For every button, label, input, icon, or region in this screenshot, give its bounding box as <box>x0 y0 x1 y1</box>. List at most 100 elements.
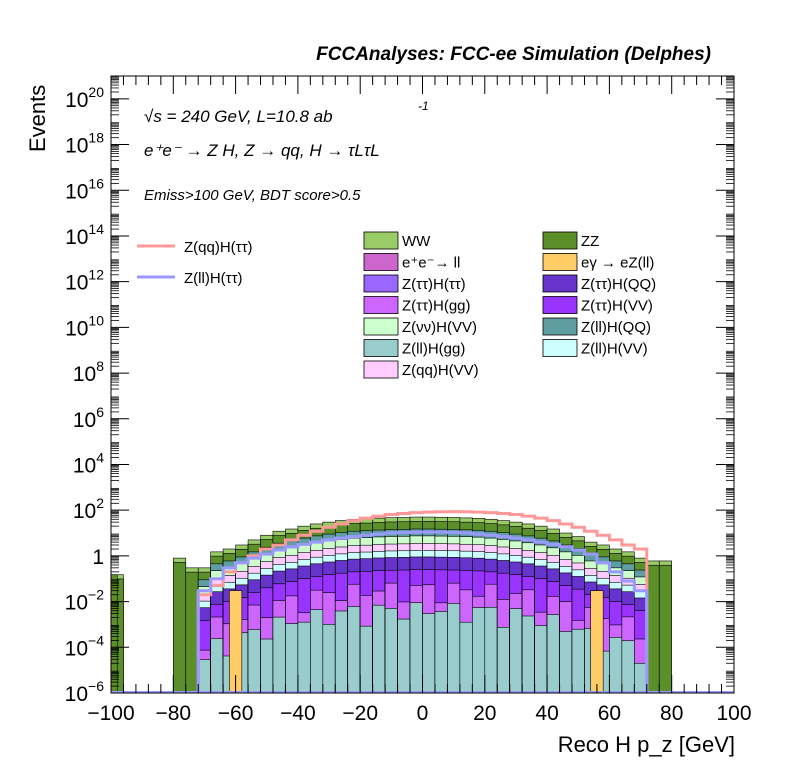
legend-bkg-swatch <box>542 231 578 250</box>
signal-zll-htautau-line <box>196 530 649 693</box>
legend-bkg-swatch <box>363 274 399 293</box>
legend-bkg-swatch <box>363 317 399 336</box>
stack-bar <box>496 626 511 694</box>
x-tick-label: 0 <box>417 702 429 725</box>
legend-bkg-label: Z(ll)H(gg) <box>402 341 465 358</box>
stack-bar <box>247 629 261 694</box>
stack-bar <box>409 602 423 694</box>
stack-bar <box>609 637 623 694</box>
legend-signal-label: Z(ll)H(ττ) <box>184 270 243 287</box>
stack-bar <box>334 610 349 694</box>
stack-bar <box>447 603 461 694</box>
legend-bkg-label: e⁺e⁻→ ll <box>402 255 460 272</box>
stack-bar <box>509 608 523 694</box>
stack-bar <box>546 614 560 694</box>
y-tick-label: 1012 <box>65 267 104 295</box>
stack-bar <box>322 624 336 694</box>
stack-bar <box>372 604 386 694</box>
x-tick-label: −20 <box>342 702 378 725</box>
legend: Z(qq)H(ττ) Z(ll)H(ττ) WW ZZ e⁺e⁻→ ll eγ → eZ(… <box>137 231 656 379</box>
x-tick-label: 80 <box>660 702 683 725</box>
legend-signal-label: Z(qq)H(ττ) <box>184 239 253 256</box>
stack-bar <box>521 615 535 694</box>
x-tick-label: 20 <box>473 702 496 725</box>
stack-bar <box>285 623 299 694</box>
y-tick-label: 104 <box>73 449 104 477</box>
legend-bkg-label: Z(qq)H(VV) <box>402 362 479 379</box>
legend-bkg-label: Z(ττ)H(QQ) <box>581 276 656 293</box>
stack-bar <box>571 628 585 694</box>
y-tick-label: 10−6 <box>65 678 105 706</box>
legend-bkg-swatch <box>363 339 399 357</box>
stack-bar <box>384 608 398 694</box>
annotation-process: e⁺e⁻ → Z H, Z → qq, H → τLτL <box>144 141 380 160</box>
stack-bar <box>272 616 286 694</box>
annotation-cuts: Emiss>100 GeV, BDT score>0.5 <box>144 187 361 204</box>
stack-bar <box>559 631 573 694</box>
x-tick-label: 100 <box>716 702 751 725</box>
legend-bkg-swatch <box>363 360 399 379</box>
stack-bar <box>422 613 436 694</box>
signal-zqq-htautau-line <box>196 510 649 693</box>
x-tick-label: 60 <box>598 702 621 725</box>
y-tick-label: 1 <box>92 546 104 569</box>
x-axis-title: Reco H p_z [GeV] <box>558 732 735 757</box>
stack-bar <box>297 621 311 694</box>
stack-bar <box>634 662 648 694</box>
x-tick-label: −40 <box>280 702 316 725</box>
legend-bkg-label: eγ → eZ(ll) <box>581 255 654 272</box>
y-tick-label: 102 <box>73 495 104 523</box>
axis-ticks: −100 −80 −60 −40 −20 0 20 40 60 80 100 10−6 10−4 10−2… <box>65 76 752 725</box>
legend-bkg-label: ZZ <box>581 233 599 250</box>
x-tick-label: −100 <box>87 702 134 725</box>
y-tick-label: 1018 <box>65 130 104 158</box>
legend-bkg-swatch <box>542 253 578 271</box>
stack-bar <box>434 611 448 694</box>
legend-bkg-label: WW <box>402 233 431 250</box>
x-tick-label: −60 <box>218 702 254 725</box>
stack-bar <box>173 562 187 694</box>
stack-bar <box>347 606 361 694</box>
y-tick-label: 1020 <box>65 84 104 112</box>
annotation-energy-lumi: √s = 240 GeV, L=10.8 ab <box>144 107 333 126</box>
y-tick-label: 108 <box>73 358 104 386</box>
figure-title: FCCAnalyses: FCC-ee Simulation (Delphes) <box>316 44 711 65</box>
stack-bar <box>359 625 373 694</box>
legend-bkg-swatch <box>363 296 399 314</box>
stack-bar <box>197 659 211 694</box>
stack-bar <box>484 606 498 694</box>
stack-bar <box>646 564 660 694</box>
y-tick-label: 106 <box>73 404 104 432</box>
y-tick-label: 10−4 <box>65 632 105 660</box>
stack-bar <box>185 571 199 694</box>
y-axis-title: Events <box>25 85 50 152</box>
y-tick-label: 1010 <box>65 312 104 340</box>
legend-bkg-swatch <box>542 296 578 314</box>
stack-bar <box>210 638 224 694</box>
legend-bkg-label: Z(ll)H(QQ) <box>581 319 651 336</box>
stack-bar <box>658 564 672 694</box>
stack-bar <box>472 607 486 694</box>
legend-bkg-label: Z(ττ)H(gg) <box>402 298 471 315</box>
legend-bkg-label: Z(νν)H(VV) <box>402 319 477 336</box>
stack-bar <box>459 621 473 694</box>
stack-bar <box>310 609 324 694</box>
x-tick-label: 40 <box>535 702 558 725</box>
legend-bkg-label: Z(ττ)H(VV) <box>581 298 653 315</box>
legend-bkg-swatch <box>542 317 578 336</box>
stack-bar <box>621 640 635 694</box>
legend-bkg-swatch <box>542 274 578 293</box>
y-tick-label: 10−2 <box>65 587 105 615</box>
legend-bkg-label: Z(ll)H(VV) <box>581 341 648 358</box>
legend-bkg-swatch <box>363 253 399 271</box>
extra-bar <box>590 590 604 694</box>
stack-bar <box>260 638 274 694</box>
legend-bkg-label: Z(ττ)H(ττ) <box>402 276 466 293</box>
y-tick-label: 1016 <box>65 175 104 203</box>
y-tick-label: 1014 <box>65 221 104 249</box>
annotation-lumi-exponent: -1 <box>418 99 429 113</box>
stack-bar <box>397 618 411 694</box>
legend-bkg-swatch <box>542 339 578 357</box>
legend-bkg-swatch <box>363 231 399 250</box>
